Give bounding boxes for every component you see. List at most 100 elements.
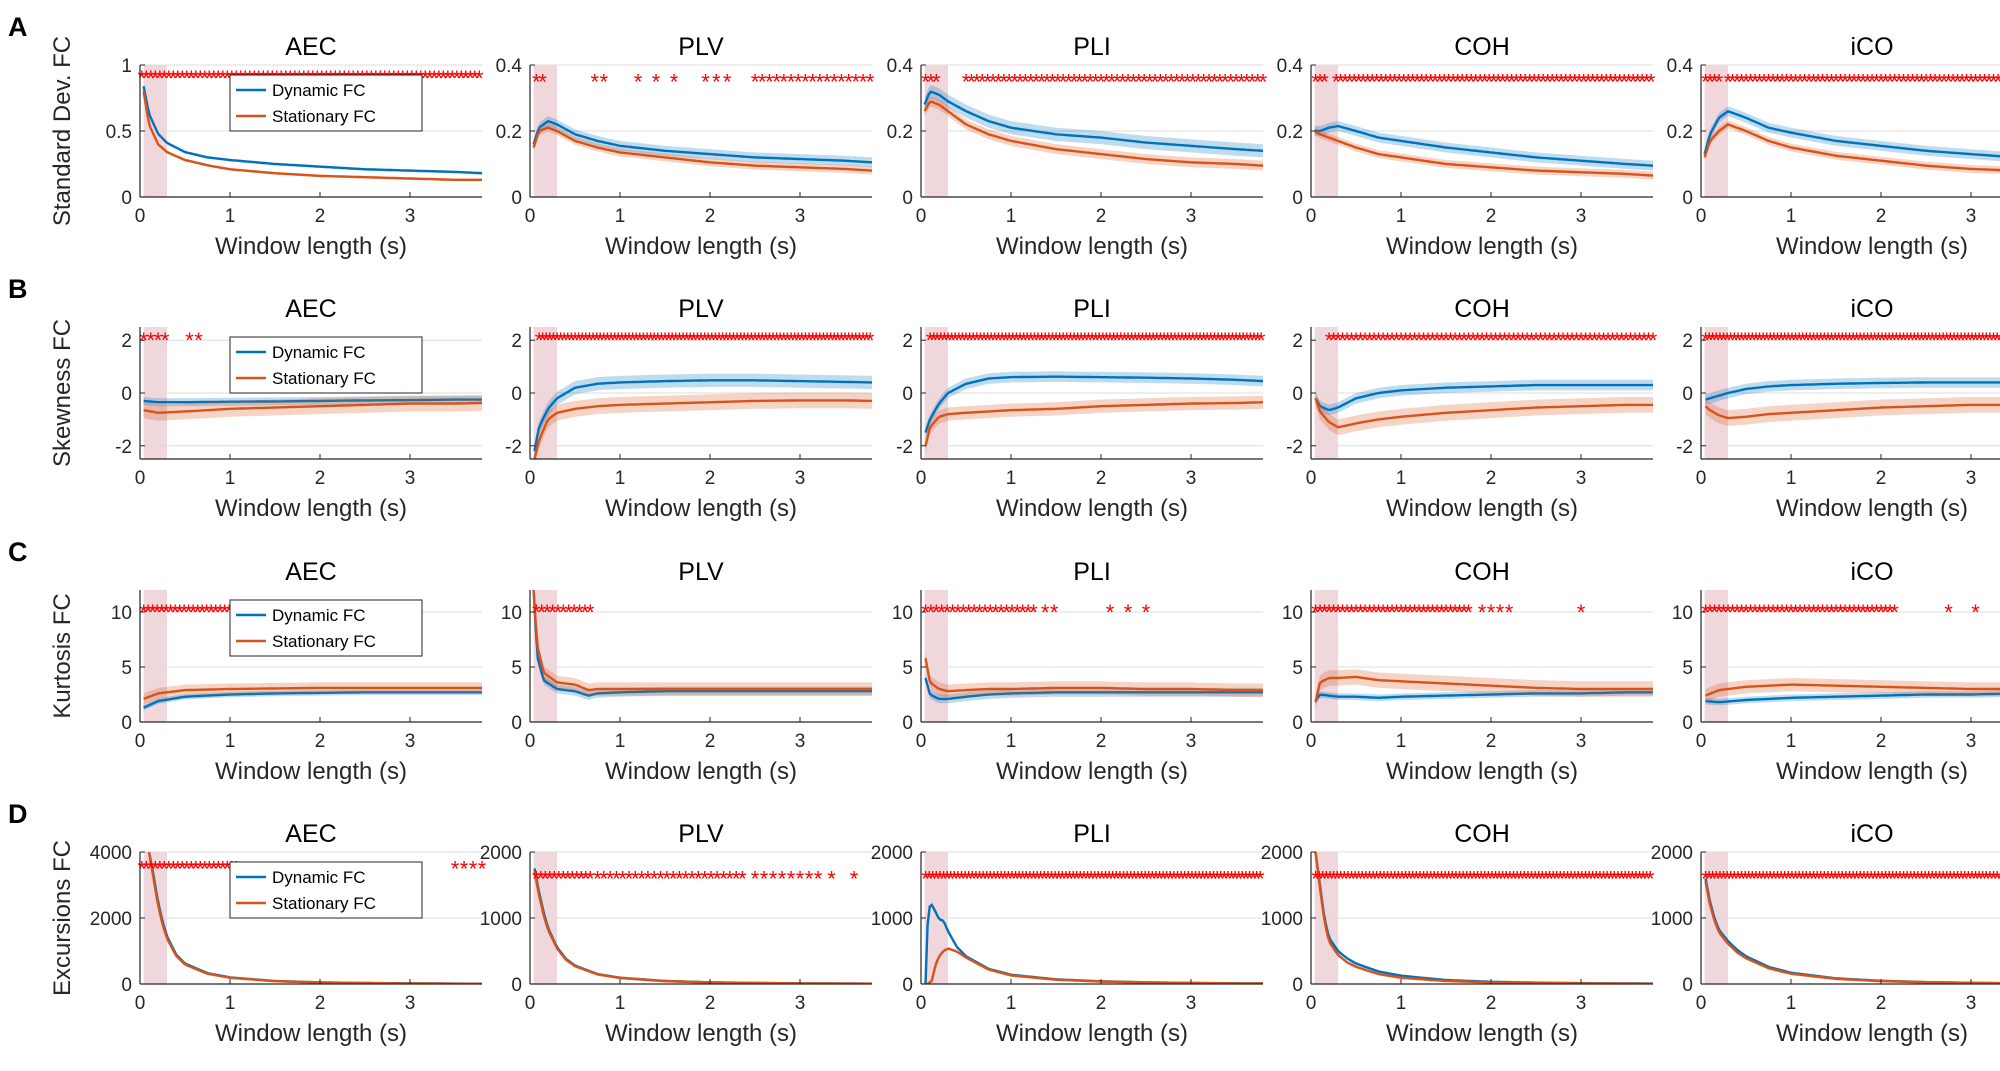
subplot-title: PLI	[1073, 820, 1111, 848]
significance-star: *	[1326, 866, 1335, 891]
significance-star: *	[1568, 328, 1577, 353]
significance-star: *	[1437, 600, 1446, 625]
significance-star: *	[1227, 866, 1236, 891]
x-tick-label: 2	[705, 206, 716, 227]
significance-star: *	[575, 600, 584, 625]
significance-star: *	[994, 328, 1003, 353]
significance-star: *	[1885, 866, 1894, 891]
significance-star: *	[1896, 866, 1905, 891]
stationary-fc-line	[924, 401, 1263, 447]
significance-star: *	[1358, 866, 1367, 891]
significance-star: *	[1485, 70, 1494, 95]
significance-star: *	[1809, 600, 1818, 625]
significance-star: *	[1592, 866, 1601, 891]
x-tick-label: 1	[225, 731, 236, 752]
y-axis-label: Excursions FC	[49, 840, 76, 996]
significance-star: *	[1113, 328, 1122, 353]
significance-star: *	[1888, 328, 1897, 353]
significance-star: *	[144, 600, 153, 625]
significance-star: *	[542, 328, 551, 353]
significance-star: *	[1177, 866, 1186, 891]
significance-star: *	[1852, 328, 1861, 353]
significance-star: *	[1549, 866, 1558, 891]
significance-star: *	[1950, 866, 1959, 891]
significance-star: *	[1016, 328, 1025, 353]
significance-star: *	[998, 328, 1007, 353]
significance-star: *	[1195, 866, 1204, 891]
significance-star: *	[961, 866, 970, 891]
significance-star: *	[1189, 70, 1198, 95]
significance-star: *	[1370, 328, 1379, 353]
significance-star: *	[1845, 600, 1854, 625]
significance-star: *	[1629, 70, 1638, 95]
significance-star: *	[1892, 866, 1901, 891]
plot-content	[1313, 121, 1653, 180]
significance-star: *	[1134, 866, 1143, 891]
significance-star: *	[1527, 328, 1536, 353]
significance-star: *	[1257, 328, 1266, 353]
significance-star: *	[1338, 328, 1347, 353]
significance-star: *	[1010, 70, 1019, 95]
significance-star: *	[1877, 70, 1886, 95]
significance-star: *	[830, 70, 839, 95]
significance-star: *	[138, 66, 147, 91]
significance-star: *	[1464, 600, 1473, 625]
x-tick-label: 3	[1966, 993, 1977, 1014]
significance-star: *	[1043, 70, 1052, 95]
significance-star: *	[787, 866, 796, 891]
significance-star: *	[1462, 866, 1471, 891]
significance-star: *	[201, 66, 210, 91]
significance-star: *	[1047, 866, 1056, 891]
significance-star: *	[688, 866, 697, 891]
significance-star: *	[1993, 866, 2000, 891]
subplot-A-plv: ** * * * * * * * * *****************00.20.40 1 2 3PL…	[496, 33, 875, 260]
significance-star: *	[1917, 70, 1926, 95]
significance-star: *	[538, 328, 547, 353]
significance-star: *	[1728, 70, 1737, 95]
significance-star: *	[207, 600, 216, 625]
y-tick-label: 0.5	[106, 122, 132, 143]
significance-star: *	[1773, 70, 1782, 95]
significance-star: *	[1841, 70, 1850, 95]
significance-star: *	[567, 328, 576, 353]
significance-star: *	[1744, 866, 1753, 891]
significance-star: *	[1778, 70, 1787, 95]
significance-star: *	[1724, 600, 1733, 625]
significance-star: *	[1834, 328, 1843, 353]
significance-star: *	[1624, 866, 1633, 891]
significance-star: *	[1773, 328, 1782, 353]
significance-star: *	[460, 857, 469, 882]
significance-star: *	[1075, 70, 1084, 95]
y-tick-label: 2000	[871, 843, 913, 864]
significance-star: *	[954, 600, 963, 625]
significance-star: *	[478, 857, 487, 882]
significance-star: *	[723, 70, 732, 95]
significance-star: *	[1318, 866, 1327, 891]
significance-star: *	[975, 600, 984, 625]
significance-star: *	[1748, 328, 1757, 353]
significance-star: *	[1137, 866, 1146, 891]
significance-star: *	[1105, 866, 1114, 891]
significance-star: *	[1365, 600, 1374, 625]
significance-star: *	[1091, 70, 1100, 95]
significance-star: *	[1787, 600, 1796, 625]
significance-star: *	[1859, 70, 1868, 95]
x-tick-label: 0	[525, 468, 536, 489]
significance-star: *	[1796, 70, 1805, 95]
significance-star: *	[1784, 866, 1793, 891]
significance-star: *	[1868, 70, 1877, 95]
significance-star: *	[154, 328, 163, 353]
significance-star: *	[722, 328, 731, 353]
x-tick-label: 2	[705, 731, 716, 752]
significance-star: *	[1642, 70, 1651, 95]
significance-star: *	[1329, 866, 1338, 891]
significance-star: *	[850, 866, 859, 891]
significance-star: *	[532, 600, 541, 625]
significance-star: *	[184, 600, 193, 625]
significance-star: *	[614, 328, 623, 353]
significance-star: *	[1325, 328, 1334, 353]
x-tick-label: 3	[795, 731, 806, 752]
significance-star: *	[925, 866, 934, 891]
significance-star: *	[837, 70, 846, 95]
x-tick-label: 3	[405, 993, 416, 1014]
